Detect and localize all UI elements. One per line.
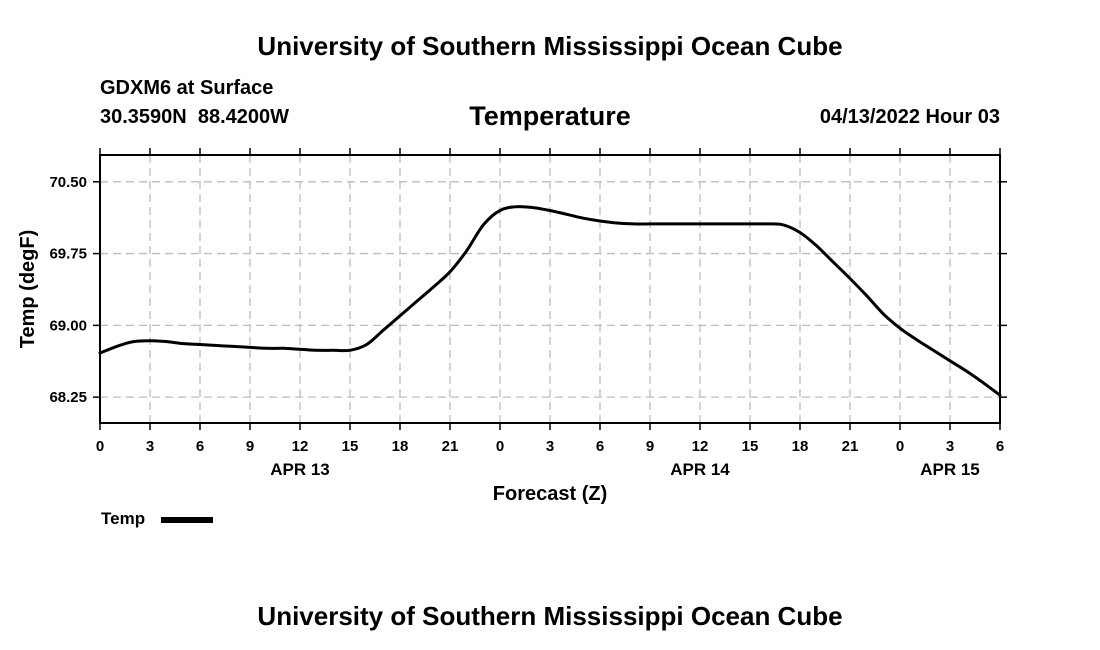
x-tick-label: 3 — [546, 438, 554, 455]
page-title: University of Southern Mississippi Ocean… — [257, 31, 843, 61]
date-label: APR 15 — [920, 460, 980, 479]
axis-ticks — [93, 148, 1007, 430]
x-tick-label: 6 — [996, 438, 1004, 455]
x-tick-label: 15 — [742, 438, 759, 455]
x-tick-label: 18 — [392, 438, 409, 455]
chart-title: Temperature — [469, 101, 631, 131]
latitude: 30.3590N — [100, 106, 187, 128]
date-label: APR 14 — [670, 460, 730, 479]
y-tick-label: 70.50 — [49, 174, 87, 191]
x-axis-label: Forecast (Z) — [493, 483, 607, 505]
y-tick-label: 68.25 — [49, 389, 87, 406]
x-tick-label: 18 — [792, 438, 809, 455]
x-tick-label: 15 — [342, 438, 359, 455]
footer-title: University of Southern Mississippi Ocean… — [257, 601, 843, 631]
x-tick-label: 21 — [442, 438, 459, 455]
forecast-datetime: 04/13/2022 Hour 03 — [819, 106, 1000, 128]
x-tick-label: 12 — [292, 438, 309, 455]
x-tick-label: 3 — [146, 438, 154, 455]
y-axis-label: Temp (degF) — [17, 230, 39, 349]
legend-swatch — [161, 517, 213, 523]
x-tick-label: 0 — [896, 438, 904, 455]
y-tick-label: 69.75 — [49, 246, 87, 263]
station-label: GDXM6 at Surface — [100, 77, 274, 99]
series-line-temp — [98, 205, 1002, 397]
coordinates: 30.3590N 88.4200W — [100, 106, 289, 129]
y-tick-label: 69.00 — [49, 317, 87, 334]
x-tick-label: 6 — [596, 438, 604, 455]
longitude: 88.4200W — [197, 106, 290, 128]
x-tick-label: 0 — [96, 438, 104, 455]
x-tick-label: 9 — [246, 438, 254, 455]
date-label: APR 13 — [270, 460, 330, 479]
x-tick-label: 0 — [496, 438, 504, 455]
grid-lines — [100, 155, 1000, 423]
x-tick-label: 9 — [646, 438, 654, 455]
x-tick-label: 6 — [196, 438, 204, 455]
x-tick-label: 3 — [946, 438, 954, 455]
x-tick-label: 21 — [842, 438, 859, 455]
legend-label: Temp — [101, 509, 146, 528]
axis-tick-labels: 0 3 6 9 12 15 18 21 0 3 6 9 12 15 18 21 0 3 6 68.25 69.00 69.… — [49, 174, 1004, 479]
x-tick-label: 12 — [692, 438, 709, 455]
